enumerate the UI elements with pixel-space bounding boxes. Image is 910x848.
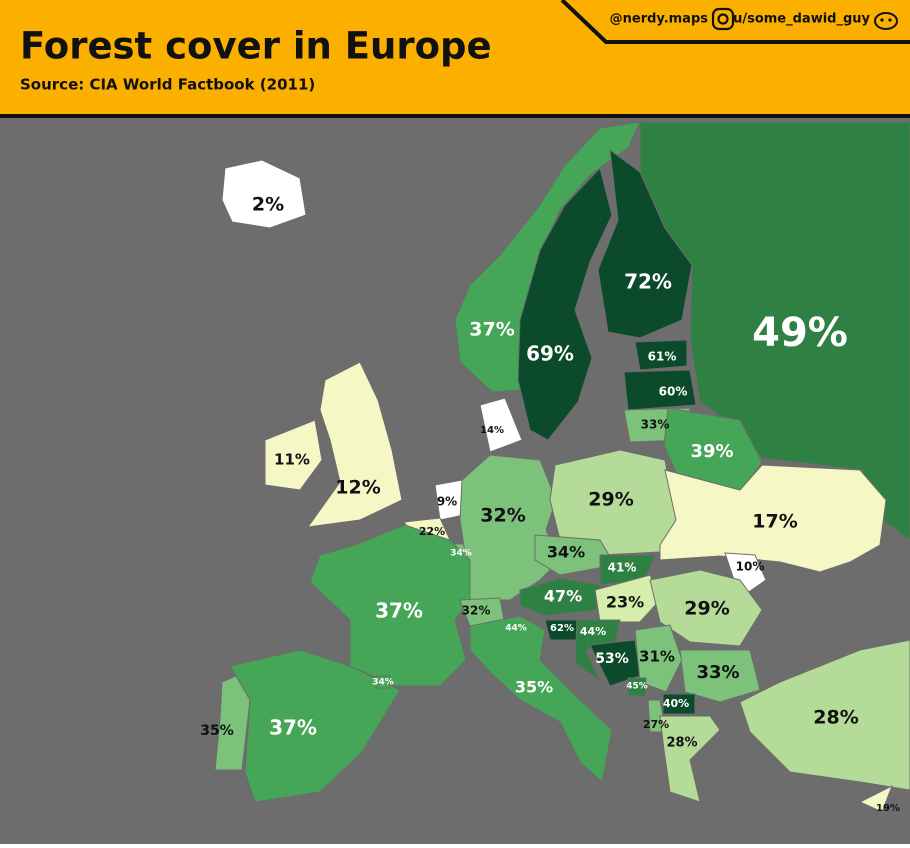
country	[659, 464, 887, 573]
country	[309, 524, 471, 687]
header-rule	[0, 114, 910, 118]
forest-label: 72%	[624, 270, 672, 294]
country	[634, 624, 683, 693]
title: Forest cover in Europe	[20, 25, 492, 68]
country	[454, 121, 641, 393]
forest-label: 34%	[450, 549, 472, 559]
forest-label: 49%	[752, 310, 848, 356]
country	[662, 693, 696, 715]
forest-label: 33%	[641, 418, 670, 432]
country	[574, 619, 621, 683]
instagram-icon	[711, 7, 735, 31]
forest-label: 37%	[269, 716, 317, 740]
country	[517, 166, 613, 441]
forest-label: 34%	[547, 543, 585, 562]
country	[264, 419, 323, 491]
forest-label: 9%	[437, 495, 457, 509]
country	[534, 534, 616, 576]
country	[634, 339, 688, 371]
country	[469, 615, 613, 783]
country	[459, 454, 561, 601]
forest-label: 44%	[580, 625, 606, 638]
country	[519, 577, 601, 617]
forest-label: 35%	[200, 723, 234, 739]
forest-label: 60%	[659, 385, 688, 399]
reddit-icon	[874, 12, 898, 30]
country	[375, 675, 391, 689]
header-band	[0, 0, 910, 115]
forest-label: 61%	[648, 350, 677, 364]
forest-label: 31%	[639, 648, 675, 666]
forest-label: 45%	[626, 682, 648, 692]
source: Source: CIA World Factbook (2011)	[20, 76, 315, 94]
country	[627, 677, 647, 697]
forest-label: 37%	[375, 599, 423, 623]
forest-label: 28%	[813, 707, 858, 729]
country	[221, 159, 307, 229]
country	[659, 715, 721, 803]
forest-label: 17%	[752, 511, 797, 533]
forest-label: 47%	[544, 587, 582, 606]
forest-label: 32%	[480, 505, 525, 527]
forest-label: 37%	[469, 319, 514, 341]
header-stripe	[560, 0, 910, 44]
forest-label: 19%	[876, 803, 900, 814]
forest-label: 35%	[515, 678, 553, 697]
forest-label: 40%	[663, 697, 689, 710]
forest-label: 29%	[588, 489, 633, 511]
forest-label: 41%	[608, 561, 637, 575]
forest-label: 11%	[274, 451, 310, 469]
country	[479, 397, 523, 453]
forest-label: 44%	[505, 624, 527, 634]
forest-label: 33%	[696, 662, 739, 683]
country	[739, 639, 910, 791]
forest-label: 34%	[372, 678, 394, 688]
forest-label: 23%	[606, 593, 644, 612]
forest-label: 2%	[252, 194, 284, 216]
forest-label: 69%	[526, 342, 574, 366]
forest-label: 39%	[690, 441, 733, 462]
forest-label: 27%	[643, 718, 669, 731]
reddit-icon-eye	[888, 18, 892, 22]
forest-label: 14%	[480, 425, 504, 436]
country	[594, 574, 661, 623]
instagram-icon-lens	[717, 13, 729, 25]
forest-label: 62%	[550, 623, 574, 634]
forest-label: 10%	[736, 560, 765, 574]
forest-label: 32%	[462, 604, 491, 618]
country	[623, 369, 697, 411]
reddit-handle: u/some_dawid_guy	[733, 12, 870, 27]
forest-label: 53%	[595, 651, 629, 667]
regions	[214, 121, 910, 813]
forest-label: 29%	[684, 598, 729, 620]
country	[229, 649, 401, 803]
country	[679, 649, 761, 703]
reddit-icon-eye	[880, 18, 884, 22]
country	[306, 361, 403, 528]
forest-label: 12%	[335, 477, 380, 499]
forest-label: 22%	[419, 525, 445, 538]
instagram-handle: @nerdy.maps	[610, 12, 709, 27]
labels: 2% 37% 69% 72% 49% 61% 60% 33% 39% 11% 12% 14% 9% 22%…	[200, 194, 900, 815]
country	[858, 784, 893, 813]
forest-label: 28%	[666, 736, 697, 751]
